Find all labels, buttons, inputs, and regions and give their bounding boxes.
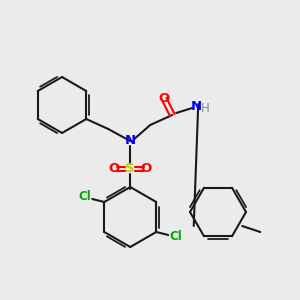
Text: N: N (191, 100, 202, 113)
Text: Cl: Cl (170, 230, 183, 244)
Text: Cl: Cl (78, 190, 91, 203)
Text: N: N (125, 134, 136, 148)
Text: O: O (109, 163, 120, 176)
Text: S: S (125, 163, 135, 176)
Text: H: H (201, 103, 210, 116)
Text: O: O (141, 163, 152, 176)
Text: O: O (159, 92, 170, 106)
